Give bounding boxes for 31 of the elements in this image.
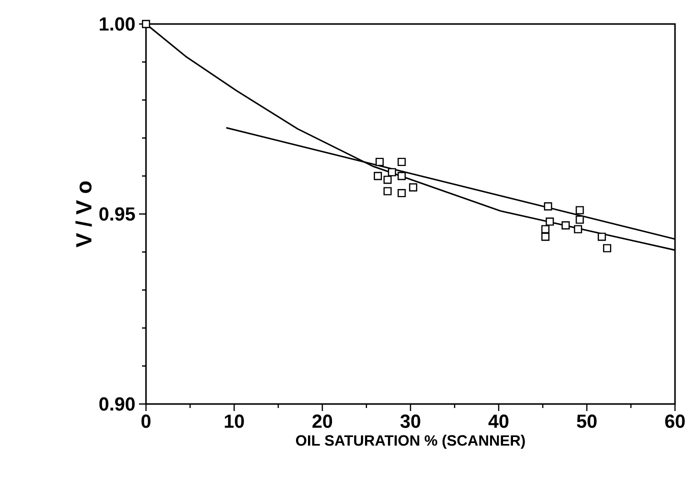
x-tick-label: 30 <box>400 414 420 428</box>
point <box>576 216 584 224</box>
x-tick-label: 0 <box>141 414 150 428</box>
point <box>142 20 150 28</box>
x-tick-label: 50 <box>576 414 597 428</box>
x-axis-title: OIL SATURATION % (SCANNER) <box>296 434 525 449</box>
x-tick-label: 20 <box>312 414 332 428</box>
y-axis-title: V / V o <box>75 181 92 248</box>
point <box>383 176 392 184</box>
y-tick-label: 0.90 <box>99 397 135 411</box>
point <box>598 232 606 241</box>
x-tick-label: 10 <box>224 414 244 428</box>
point <box>398 172 406 180</box>
point <box>562 221 570 230</box>
point <box>574 225 582 234</box>
point <box>398 189 406 198</box>
point <box>603 244 612 252</box>
x-tick-label: 60 <box>665 414 685 428</box>
y-tick-label: 1.00 <box>100 17 135 31</box>
point <box>376 158 384 166</box>
x-tick-label: 40 <box>488 414 508 428</box>
point <box>383 187 392 196</box>
point <box>398 158 406 166</box>
point <box>388 168 396 176</box>
point <box>409 183 418 192</box>
point <box>374 172 382 180</box>
point <box>541 232 550 241</box>
y-tick-label: 0.95 <box>99 207 135 221</box>
point <box>546 218 554 226</box>
point <box>544 202 552 210</box>
point <box>576 206 584 214</box>
